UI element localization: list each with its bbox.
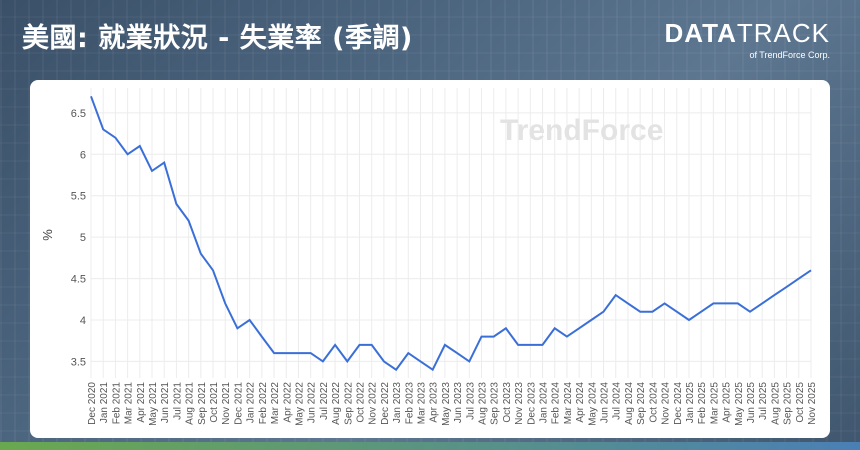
x-tick-label: Oct 2022 — [355, 382, 366, 423]
x-tick-label: Apr 2021 — [136, 382, 147, 423]
x-tick-label: Apr 2024 — [575, 382, 586, 423]
x-tick-label: Dec 2021 — [233, 382, 244, 425]
x-tick-label: Jul 2024 — [612, 382, 623, 420]
x-tick-label: Jul 2025 — [758, 382, 769, 420]
brand-logo: DATATRACK of TrendForce Corp. — [665, 18, 830, 60]
x-tick-label: Dec 2020 — [87, 382, 98, 425]
x-tick-label: Apr 2022 — [282, 382, 293, 423]
y-tick-label: 3.5 — [71, 356, 86, 368]
x-tick-label: Aug 2025 — [770, 382, 781, 425]
x-tick-label: Apr 2025 — [722, 382, 733, 423]
x-tick-label: May 2022 — [294, 382, 305, 426]
y-tick-label: 5.5 — [71, 191, 86, 203]
y-tick-label: 4 — [80, 315, 86, 327]
x-tick-label: Jan 2022 — [246, 382, 257, 424]
x-tick-label: Sep 2022 — [343, 382, 354, 425]
x-tick-label: Oct 2025 — [795, 382, 806, 423]
x-tick-label: Feb 2021 — [111, 382, 122, 425]
x-tick-label: Feb 2023 — [404, 382, 415, 425]
x-tick-label: Nov 2024 — [661, 382, 672, 425]
x-tick-label: Sep 2023 — [490, 382, 501, 425]
x-tick-label: Oct 2024 — [648, 382, 659, 423]
x-tick-label: Jan 2025 — [685, 382, 696, 424]
x-tick-label: Feb 2022 — [258, 382, 269, 425]
y-tick-label: 6.5 — [71, 108, 86, 120]
x-tick-label: Mar 2023 — [416, 382, 427, 425]
x-tick-label: Oct 2023 — [502, 382, 513, 423]
x-tick-label: Mar 2025 — [709, 382, 720, 425]
x-axis-ticks: Dec 2020 Jan 2021 Feb 2021 Mar 2021 Apr 2021… — [87, 382, 818, 426]
x-tick-label: Aug 2024 — [624, 382, 635, 425]
x-tick-label: May 2025 — [734, 382, 745, 426]
x-tick-label: May 2023 — [441, 382, 452, 426]
x-tick-label: Jul 2023 — [465, 382, 476, 420]
x-tick-label: Mar 2024 — [563, 382, 574, 425]
x-tick-label: Apr 2023 — [429, 382, 440, 423]
x-tick-label: Dec 2024 — [673, 382, 684, 425]
brand-bold-text: DATA — [664, 18, 737, 48]
x-tick-label: Jul 2021 — [172, 382, 183, 420]
x-tick-label: Jun 2021 — [160, 382, 171, 424]
x-tick-label: Jan 2021 — [99, 382, 110, 424]
x-tick-label: Mar 2021 — [124, 382, 135, 425]
decorative-bottom-bar — [0, 442, 860, 450]
line-chart: TrendForce % 3.544.555.566.5 Dec 2020 Jan… — [40, 88, 818, 426]
brand-light-text: TRACK — [736, 18, 830, 48]
x-tick-label: Jun 2023 — [453, 382, 464, 424]
x-tick-label: Jan 2024 — [539, 382, 550, 424]
x-tick-label: Nov 2022 — [368, 382, 379, 425]
y-tick-label: 4.5 — [71, 274, 86, 286]
y-axis-ticks: 3.5 4 4.5 5 5.5 6 6.5 — [71, 108, 86, 369]
x-tick-label: Dec 2022 — [380, 382, 391, 425]
x-tick-label: May 2021 — [148, 382, 159, 426]
chart-grid — [90, 88, 812, 378]
page-title: 美國: 就業狀況 - 失業率 (季調) — [22, 23, 413, 54]
x-tick-label: May 2024 — [587, 382, 598, 426]
x-tick-label: Sep 2024 — [636, 382, 647, 425]
x-tick-label: Sep 2025 — [783, 382, 794, 425]
x-tick-label: Nov 2025 — [807, 382, 818, 425]
x-tick-label: Oct 2021 — [209, 382, 220, 423]
x-tick-label: Aug 2021 — [185, 382, 196, 425]
y-tick-label: 6 — [80, 149, 86, 161]
x-tick-label: Sep 2021 — [197, 382, 208, 425]
y-tick-label: 5 — [80, 232, 86, 244]
y-axis-label: % — [40, 229, 55, 241]
x-tick-label: Jun 2024 — [600, 382, 611, 424]
brand-subtitle: of TrendForce Corp. — [749, 50, 830, 60]
x-tick-label: Jun 2025 — [746, 382, 757, 424]
x-tick-label: Nov 2021 — [221, 382, 232, 425]
x-tick-label: Jan 2023 — [392, 382, 403, 424]
x-tick-label: Aug 2023 — [478, 382, 489, 425]
x-tick-label: Aug 2022 — [331, 382, 342, 425]
x-tick-label: Jun 2022 — [307, 382, 318, 424]
x-tick-label: Dec 2023 — [526, 382, 537, 425]
watermark-text: TrendForce — [500, 114, 663, 147]
chart-panel: TrendForce % 3.5 4 4.5 5 5.5 6 6.5 Dec 2020 Jan… — [30, 80, 830, 438]
x-tick-label: Feb 2025 — [697, 382, 708, 425]
x-tick-label: Nov 2023 — [514, 382, 525, 425]
x-tick-label: Feb 2024 — [551, 382, 562, 425]
x-tick-label: Jul 2022 — [319, 382, 330, 420]
x-tick-label: Mar 2022 — [270, 382, 281, 425]
series-line — [90, 95, 812, 372]
